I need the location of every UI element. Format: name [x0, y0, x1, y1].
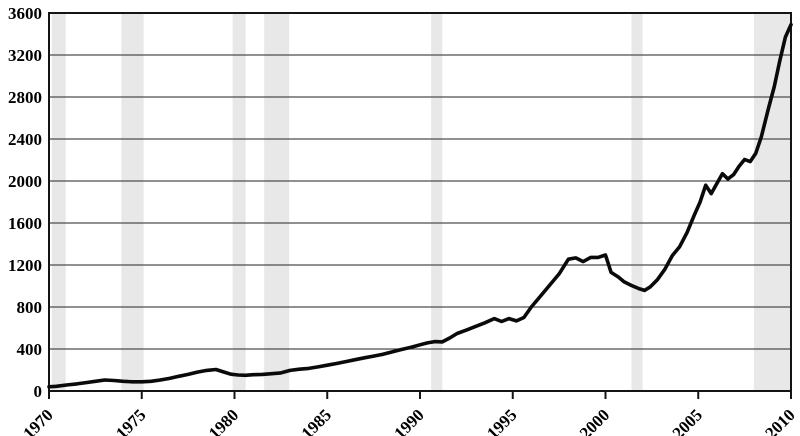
y-tick-label: 1200 [8, 256, 42, 275]
y-tick-label: 1600 [8, 214, 42, 233]
recession-band [121, 13, 144, 391]
recession-band [631, 13, 643, 391]
data-line [47, 22, 793, 389]
y-tick-label: 3600 [8, 4, 42, 23]
recession-band [753, 13, 791, 391]
y-tick-label: 800 [17, 298, 43, 317]
y-tick-label: 400 [17, 340, 43, 359]
y-tick-label: 3200 [8, 46, 42, 65]
recession-band [264, 13, 290, 391]
recession-band [431, 13, 443, 391]
y-tick-label: 2000 [8, 172, 42, 191]
recession-band [232, 13, 246, 391]
y-tick-label: 2800 [8, 88, 42, 107]
recession-band [51, 13, 66, 391]
y-tick-label: 2400 [8, 130, 42, 149]
y-tick-label: 0 [34, 382, 43, 401]
